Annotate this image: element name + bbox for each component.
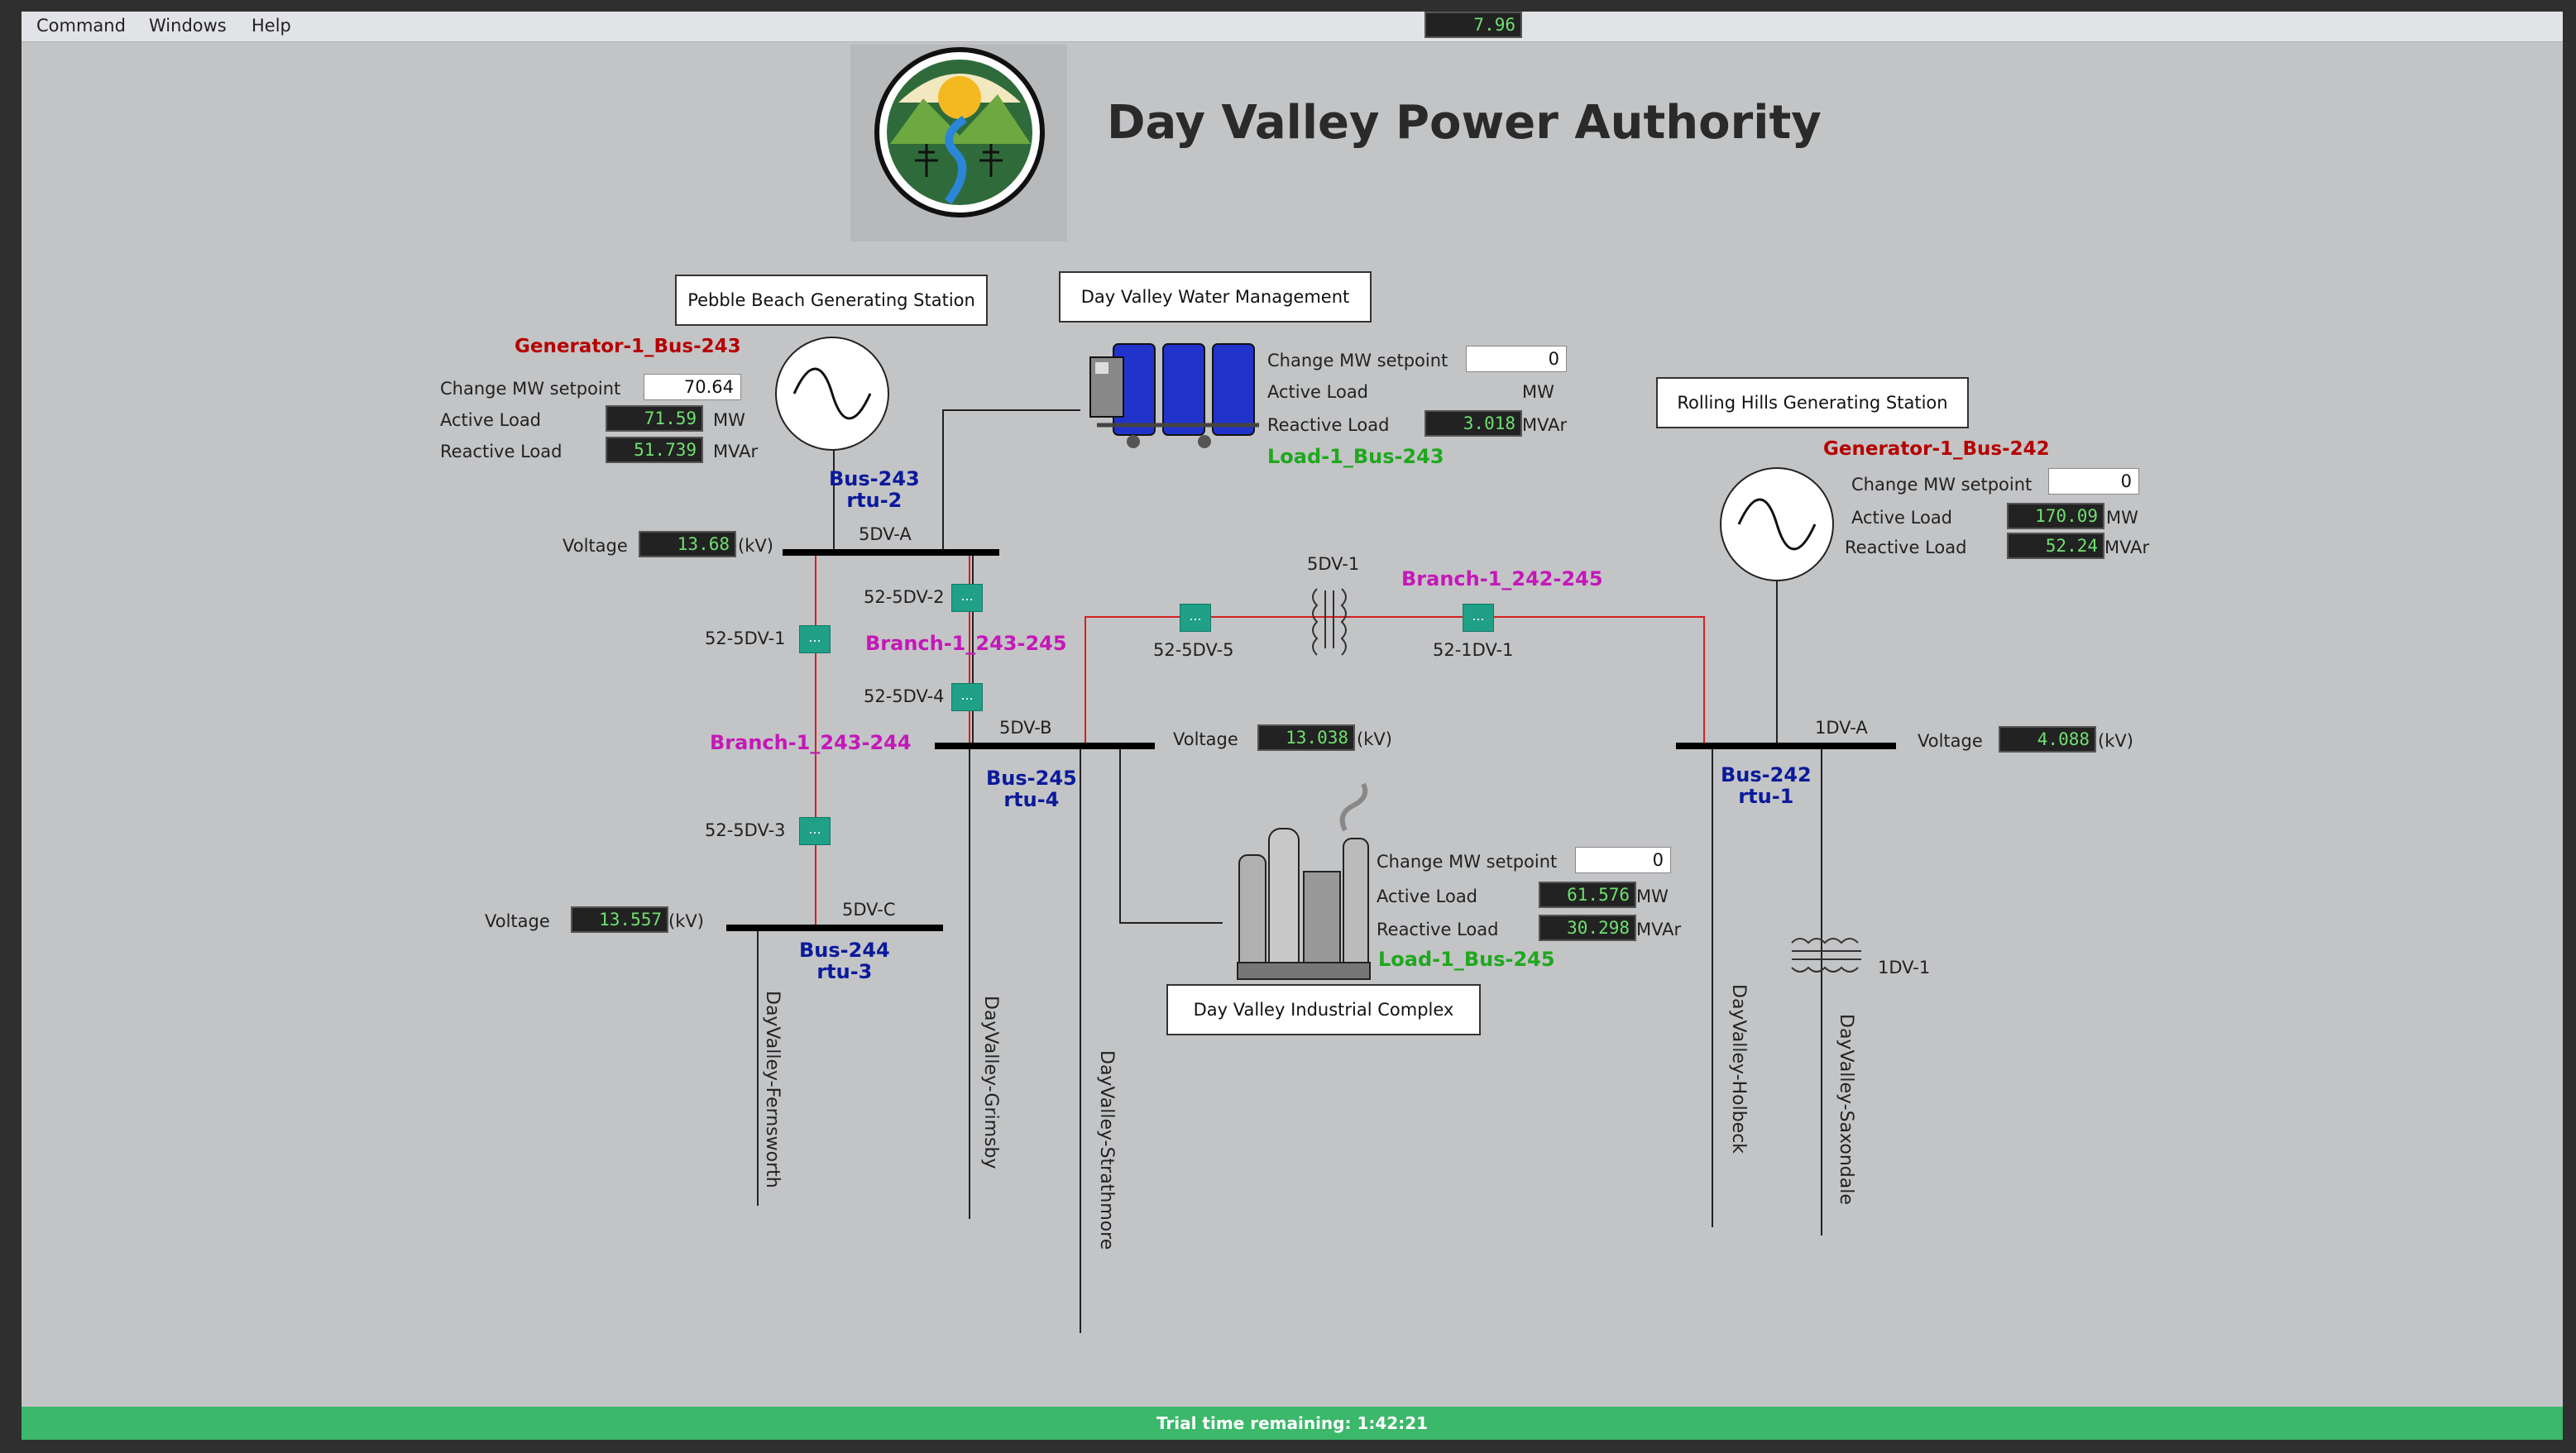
- gen242-active-meter: 170.09: [2007, 503, 2104, 529]
- bus-243-voltage-label: Voltage: [563, 536, 628, 556]
- breaker-52-5dv-1-label: 52-5DV-1: [705, 629, 786, 648]
- bus-243-voltage-unit: (kV): [738, 536, 773, 556]
- branch-243-244-label: Branch-1_243-244: [710, 731, 912, 754]
- bus-242-voltage-label: Voltage: [1918, 731, 1983, 751]
- generator-symbol-242[interactable]: [1720, 467, 1834, 581]
- station-water-management[interactable]: Day Valley Water Management: [1059, 271, 1372, 323]
- menu-help[interactable]: Help: [251, 16, 291, 36]
- breaker-52-5dv-3-label: 52-5DV-3: [705, 820, 786, 840]
- gen243-active-label: Active Load: [440, 410, 542, 430]
- gen242-reactive-label: Reactive Load: [1845, 538, 1967, 557]
- gen242-reactive-meter: 52.24: [2007, 533, 2104, 559]
- bus-242-voltage-unit: (kV): [2098, 731, 2133, 751]
- bus-245-voltage-label: Voltage: [1173, 729, 1238, 749]
- bus-243-bar-label: 5DV-A: [859, 524, 912, 544]
- generator-symbol-243[interactable]: [775, 337, 889, 451]
- load245-setpoint-input[interactable]: 0: [1575, 847, 1671, 873]
- breaker-52-5dv-2-label: 52-5DV-2: [864, 587, 945, 607]
- feeder-fernsworth: DayValley-Fernsworth: [762, 991, 783, 1188]
- breaker-52-5dv-4-label: 52-5DV-4: [864, 686, 945, 706]
- load-243-name: Load-1_Bus-243: [1267, 445, 1444, 468]
- breaker-52-1dv-1[interactable]: ...: [1463, 604, 1494, 632]
- load243-reactive-unit: MVAr: [1522, 415, 1568, 435]
- trial-status-bar: Trial time remaining: 1:42:21: [22, 1407, 2563, 1440]
- breaker-52-5dv-5[interactable]: ...: [1180, 604, 1211, 632]
- water-plant-icon: [1085, 343, 1267, 448]
- load243-active-meter: 7.96: [1424, 12, 1522, 38]
- breaker-52-5dv-4[interactable]: ...: [951, 683, 983, 711]
- branch-243-245-label: Branch-1_243-245: [865, 632, 1067, 655]
- gen242-setpoint-label: Change MW setpoint: [1851, 475, 2033, 495]
- load245-active-unit: MW: [1636, 887, 1669, 906]
- authority-logo: [850, 45, 1067, 241]
- menu-command[interactable]: Command: [36, 16, 126, 36]
- bus-244-voltage-meter: 13.557: [571, 906, 668, 933]
- load243-active-unit: MW: [1522, 382, 1554, 402]
- bus-242-label: Bus-242 rtu-1: [1721, 763, 1812, 808]
- load245-reactive-label: Reactive Load: [1377, 920, 1499, 939]
- gen242-reactive-unit: MVAr: [2104, 538, 2150, 557]
- station-rolling-hills[interactable]: Rolling Hills Generating Station: [1656, 377, 1969, 428]
- transformer-5dv-1[interactable]: [1312, 588, 1347, 656]
- gen242-active-unit: MW: [2106, 508, 2138, 528]
- bus-242-voltage-meter: 4.088: [1999, 726, 2096, 753]
- bus-245-bar-label: 5DV-B: [999, 718, 1052, 738]
- bus-245-voltage-meter: 13.038: [1257, 724, 1355, 751]
- load245-active-label: Active Load: [1377, 887, 1478, 906]
- breaker-52-5dv-1[interactable]: ...: [799, 625, 831, 653]
- feeder-grimsby: DayValley-Grimsby: [980, 996, 1001, 1169]
- station-pebble-beach[interactable]: Pebble Beach Generating Station: [675, 275, 988, 326]
- gen242-setpoint-input[interactable]: 0: [2048, 468, 2139, 495]
- app-window: Command Windows Help: [22, 12, 2563, 1440]
- breaker-52-5dv-3[interactable]: ...: [799, 817, 831, 845]
- station-industrial-complex[interactable]: Day Valley Industrial Complex: [1166, 984, 1481, 1035]
- load243-setpoint-input[interactable]: 0: [1466, 346, 1567, 372]
- transformer-5dv-1-label: 5DV-1: [1307, 554, 1360, 574]
- bus-244-bar-label: 5DV-C: [842, 900, 896, 920]
- bus-243-voltage-meter: 13.68: [639, 531, 736, 557]
- load243-active-label: Active Load: [1267, 382, 1369, 402]
- load245-active-meter: 61.576: [1539, 882, 1636, 908]
- generator-242-name: Generator-1_Bus-242: [1823, 438, 2050, 460]
- generator-243-name: Generator-1_Bus-243: [515, 336, 741, 357]
- gen243-setpoint-input[interactable]: 70.64: [644, 374, 741, 400]
- bus-bars: [726, 549, 1896, 931]
- load243-reactive-meter: 3.018: [1424, 410, 1522, 437]
- load245-reactive-meter: 30.298: [1539, 915, 1636, 941]
- gen243-setpoint-label: Change MW setpoint: [440, 379, 621, 399]
- bus-244-voltage-label: Voltage: [485, 911, 550, 931]
- gen243-reactive-label: Reactive Load: [440, 442, 563, 461]
- bus-245-voltage-unit: (kV): [1357, 729, 1392, 749]
- bus-243-label: Bus-243 rtu-2: [829, 467, 920, 512]
- transformer-1dv-1[interactable]: [1791, 938, 1861, 973]
- connection-lines: [757, 409, 1822, 1333]
- bus-244-voltage-unit: (kV): [668, 911, 704, 931]
- gen243-reactive-unit: MVAr: [713, 442, 759, 461]
- breaker-52-1dv-1-label: 52-1DV-1: [1433, 640, 1514, 660]
- feeder-saxondale: DayValley-Saxondale: [1836, 1014, 1856, 1205]
- load-245-name: Load-1_Bus-245: [1378, 948, 1555, 971]
- bus-244-label: Bus-244 rtu-3: [799, 939, 890, 983]
- gen243-active-unit: MW: [713, 410, 745, 430]
- breaker-52-5dv-2[interactable]: ...: [951, 584, 983, 612]
- transformer-1dv-1-label: 1DV-1: [1878, 958, 1931, 977]
- branch-242-245-label: Branch-1_242-245: [1401, 567, 1603, 590]
- load243-setpoint-label: Change MW setpoint: [1267, 351, 1448, 370]
- one-line-diagram: [726, 45, 1896, 1333]
- industrial-complex-icon: [1237, 782, 1371, 980]
- bus-245-label: Bus-245 rtu-4: [986, 767, 1077, 811]
- load245-reactive-unit: MVAr: [1636, 920, 1682, 939]
- gen243-reactive-meter: 51.739: [606, 437, 703, 463]
- gen242-active-label: Active Load: [1851, 508, 1953, 528]
- bus-242-bar-label: 1DV-A: [1815, 718, 1868, 738]
- page-title: Day Valley Power Authority: [1107, 96, 1822, 150]
- menu-windows[interactable]: Windows: [149, 16, 227, 36]
- breaker-52-5dv-5-label: 52-5DV-5: [1153, 640, 1234, 660]
- gen243-active-meter: 71.59: [606, 405, 703, 432]
- feeder-holbeck: DayValley-Holbeck: [1728, 984, 1749, 1154]
- feeder-strathmore: DayValley-Strathmore: [1096, 1050, 1117, 1250]
- load243-reactive-label: Reactive Load: [1267, 415, 1390, 435]
- load245-setpoint-label: Change MW setpoint: [1377, 852, 1558, 872]
- menu-bar: Command Windows Help: [22, 12, 2563, 42]
